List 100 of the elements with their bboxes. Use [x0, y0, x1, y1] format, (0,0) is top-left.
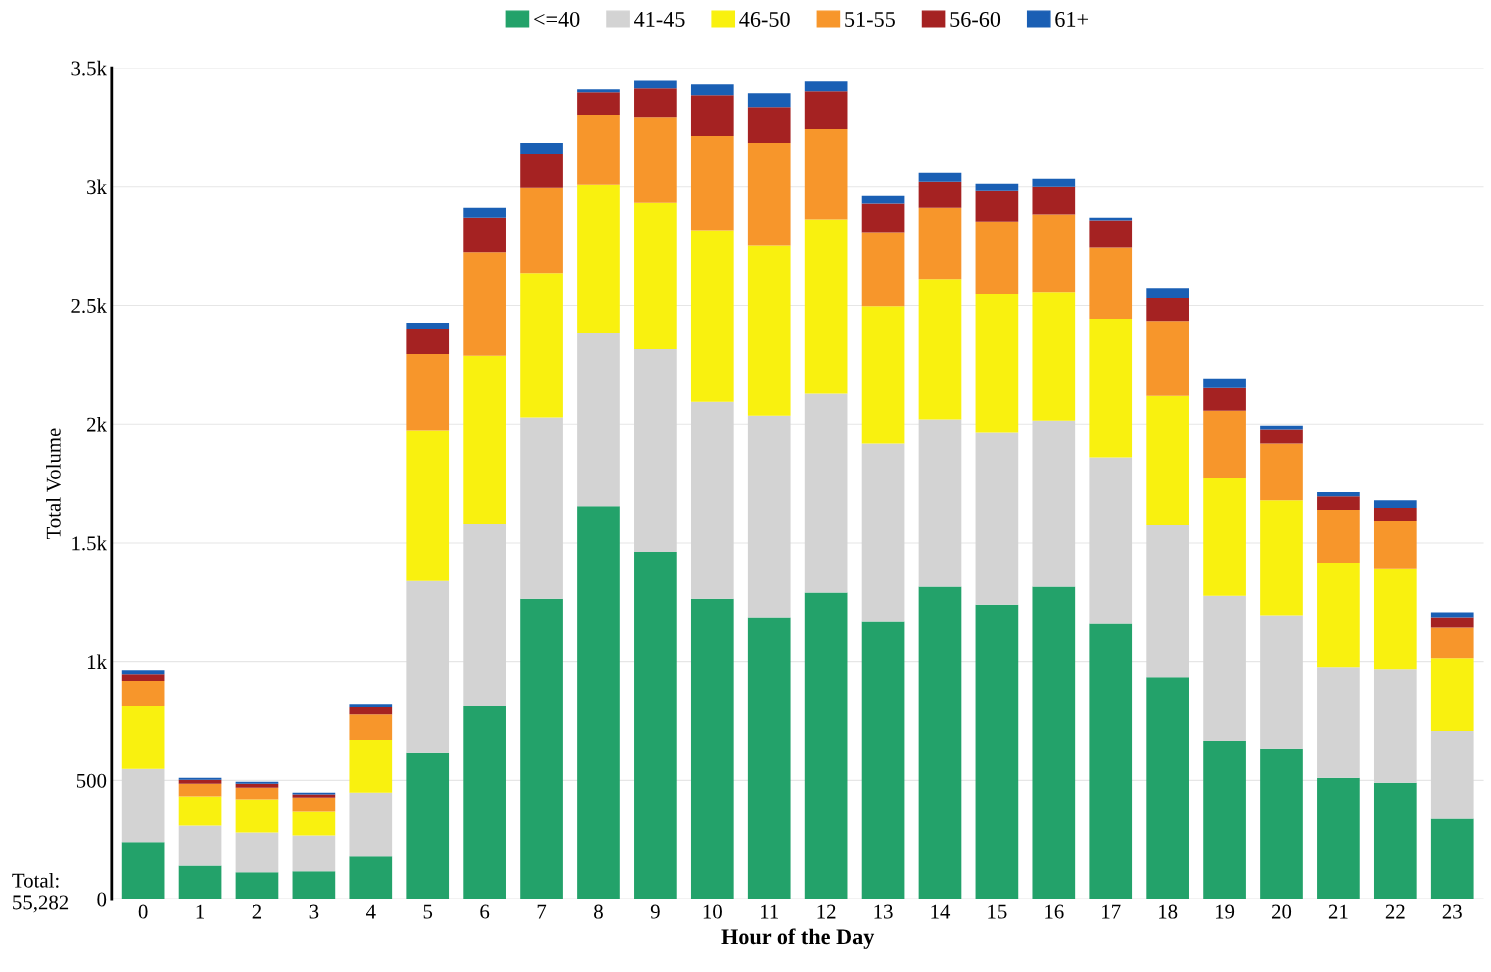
bar [1146, 677, 1189, 900]
bar [975, 221, 1019, 295]
bar [690, 230, 734, 402]
legend-label: 46-50 [739, 11, 790, 27]
x-tick-label: 2 [252, 904, 262, 919]
bar [349, 740, 393, 793]
bar [804, 129, 848, 220]
bar [747, 415, 791, 618]
bar [634, 80, 677, 89]
bar [861, 195, 905, 204]
bar [634, 202, 677, 349]
bar [1260, 429, 1303, 444]
bar [1260, 443, 1303, 501]
bar [1032, 292, 1076, 421]
bar [577, 92, 620, 116]
bar [520, 417, 563, 599]
x-tick-label: 22 [1385, 904, 1405, 919]
legend-label: 61+ [1055, 11, 1088, 27]
bar [121, 674, 165, 682]
y-tick-label: 2k [87, 416, 107, 432]
bar [634, 348, 677, 552]
bar [975, 432, 1019, 605]
bar [1146, 321, 1189, 396]
x-tick-label: 23 [1442, 904, 1462, 919]
bar [1430, 617, 1474, 628]
bar [918, 172, 962, 182]
bar [918, 181, 962, 208]
bar [406, 752, 450, 900]
bar [577, 506, 620, 900]
bar [747, 93, 791, 108]
bar [1373, 669, 1417, 783]
bar [1317, 509, 1360, 563]
bar [690, 598, 734, 900]
bar [1089, 457, 1133, 624]
bar [463, 706, 506, 900]
bar [690, 95, 734, 136]
bar [178, 783, 222, 797]
bar [463, 217, 506, 253]
x-tick-label: 21 [1328, 904, 1348, 919]
bar [349, 792, 393, 857]
bar [747, 143, 791, 246]
x-axis-title: Hour of the Day [721, 928, 875, 949]
y-tick-label: 0 [97, 892, 107, 907]
x-tick-label: 4 [366, 904, 376, 919]
bar [1032, 186, 1076, 215]
bar [292, 835, 336, 872]
bar [1430, 658, 1474, 731]
bar [406, 353, 450, 431]
bar [1032, 420, 1076, 587]
bar [520, 154, 563, 188]
bar [406, 430, 450, 581]
bar [1203, 478, 1246, 596]
bar [121, 842, 165, 900]
bar [577, 89, 620, 93]
bar [1317, 492, 1360, 497]
bar [690, 135, 734, 231]
bar [690, 401, 734, 599]
x-tick-label: 17 [1102, 904, 1121, 919]
bar [1260, 748, 1303, 900]
bar [861, 621, 905, 900]
bar [804, 592, 848, 900]
bar [1317, 777, 1360, 900]
bar [1032, 178, 1076, 187]
bar [1430, 818, 1474, 900]
bar [1317, 667, 1360, 778]
x-tick-label: 13 [874, 904, 893, 919]
bar [918, 419, 962, 587]
bar [1373, 508, 1417, 522]
bar [1146, 395, 1189, 526]
x-tick-label: 18 [1159, 904, 1178, 919]
bar [975, 294, 1019, 433]
bar [1203, 387, 1246, 411]
bar [577, 333, 620, 507]
bar [235, 799, 279, 833]
bar [1203, 595, 1246, 741]
bar [178, 779, 222, 784]
bar [975, 190, 1019, 222]
y-tick-label: 3.5k [71, 60, 107, 76]
bar [121, 670, 165, 675]
bar [918, 586, 962, 900]
bar [406, 580, 450, 753]
bar [520, 273, 563, 418]
bar [634, 88, 677, 118]
bar [975, 604, 1019, 900]
bar [1146, 298, 1189, 322]
y-tick-label: 500 [76, 773, 107, 788]
bar [577, 115, 620, 185]
bar [747, 245, 791, 416]
bar [520, 143, 563, 154]
x-tick-label: 19 [1215, 904, 1235, 919]
bar [520, 187, 563, 274]
bar [1317, 562, 1360, 668]
bar [292, 871, 336, 900]
bar [747, 107, 791, 144]
bar [520, 598, 563, 900]
bar [178, 825, 222, 866]
bar [1430, 627, 1474, 659]
bar [1146, 525, 1189, 678]
x-tick-label: 11 [761, 904, 778, 919]
x-tick-label: 20 [1271, 904, 1292, 919]
